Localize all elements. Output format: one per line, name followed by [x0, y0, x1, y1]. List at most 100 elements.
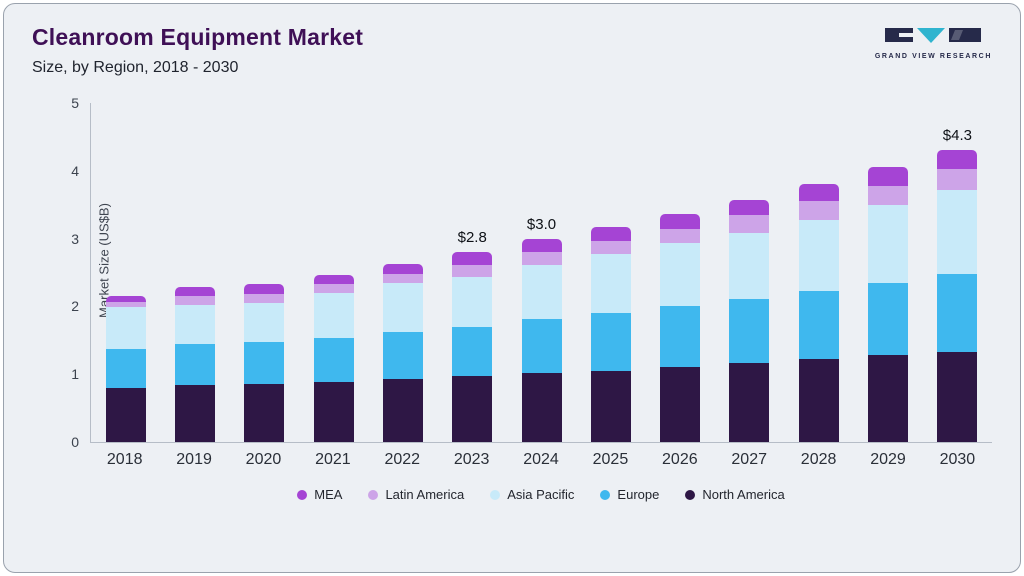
- segment-latin-america: [729, 214, 770, 233]
- legend-swatch: [368, 489, 379, 500]
- segment-latin-america: [590, 240, 631, 255]
- segment-latin-america: [313, 284, 354, 293]
- bar-2025: [576, 103, 645, 442]
- bar-2018: [91, 103, 160, 442]
- segment-asia-pacific: [452, 277, 493, 327]
- bar-2023: $2.8: [438, 103, 507, 442]
- segment-north-america: [590, 370, 631, 442]
- segment-europe: [521, 319, 562, 373]
- y-tick-label: 2: [71, 298, 79, 315]
- y-tick-label: 0: [71, 434, 79, 450]
- x-tick-label: 2023: [453, 451, 490, 468]
- bar-2030: $4.3: [923, 103, 992, 442]
- x-tick-label: 2024: [523, 451, 559, 468]
- bar-value-label: $3.0: [526, 215, 557, 233]
- segment-europe: [660, 305, 701, 368]
- x-tick-label: 2022: [384, 451, 421, 468]
- segment-latin-america: [937, 169, 978, 190]
- segment-europe: [729, 298, 770, 364]
- header: Cleanroom Equipment Market Size, by Regi…: [32, 24, 992, 77]
- segment-asia-pacific: [937, 189, 978, 274]
- segment-mea: [382, 264, 423, 274]
- bar-stack: [729, 199, 770, 442]
- legend-swatch: [685, 489, 696, 500]
- bar-2028: [784, 103, 853, 442]
- page-title: Cleanroom Equipment Market: [32, 24, 364, 50]
- segment-asia-pacific: [105, 307, 146, 350]
- segment-mea: [729, 199, 770, 215]
- x-tick-label: 2018: [106, 451, 143, 468]
- segment-europe: [937, 273, 978, 352]
- bar-2020: [230, 103, 299, 442]
- x-tick-label: 2021: [315, 451, 351, 468]
- segment-asia-pacific: [798, 220, 839, 292]
- y-tick-label: 1: [71, 366, 79, 383]
- segment-north-america: [105, 387, 146, 442]
- legend-swatch: [600, 489, 611, 500]
- segment-asia-pacific: [174, 305, 215, 345]
- bar-2021: [299, 103, 368, 442]
- bar-stack: [868, 167, 909, 442]
- segment-north-america: [798, 359, 839, 442]
- segment-asia-pacific: [521, 265, 562, 320]
- x-tick-label: 2028: [800, 451, 837, 468]
- page-subtitle: Size, by Region, 2018 - 2030: [32, 59, 239, 76]
- segment-latin-america: [174, 296, 215, 306]
- bar-stack: [452, 252, 493, 442]
- segment-north-america: [729, 363, 770, 442]
- x-tick-label: 2030: [939, 451, 976, 468]
- segment-north-america: [660, 367, 701, 442]
- legend-label: Latin America: [385, 487, 465, 502]
- bar-2019: [160, 103, 229, 442]
- legend: MEA Latin America Asia Pacific Europe North …: [90, 487, 992, 502]
- y-tick-label: 3: [71, 230, 79, 247]
- segment-asia-pacific: [313, 292, 354, 338]
- bar-stack: [382, 264, 423, 442]
- y-tick-label: 4: [71, 162, 79, 179]
- segment-asia-pacific: [729, 232, 770, 299]
- segment-europe: [105, 349, 146, 388]
- segment-north-america: [382, 378, 423, 442]
- x-tick-label: 2019: [176, 451, 212, 468]
- segment-latin-america: [244, 293, 285, 303]
- segment-mea: [105, 296, 146, 302]
- x-tick-label: 2026: [662, 451, 698, 468]
- logo-text: GRAND VIEW RESEARCH: [874, 53, 992, 60]
- segment-latin-america: [521, 252, 562, 266]
- legend-label: North America: [702, 487, 785, 502]
- x-tick-label: 2027: [731, 451, 767, 468]
- segment-asia-pacific: [660, 243, 701, 306]
- segment-europe: [313, 337, 354, 383]
- segment-asia-pacific: [590, 254, 631, 314]
- bar-2022: [368, 103, 437, 442]
- segment-latin-america: [868, 185, 909, 206]
- bar-2026: [646, 103, 715, 442]
- segment-north-america: [244, 384, 285, 442]
- segment-mea: [313, 274, 354, 285]
- segment-mea: [174, 287, 215, 297]
- bar-stack: [590, 227, 631, 442]
- legend-item-latin-america: Latin America: [368, 487, 464, 502]
- titles: Cleanroom Equipment Market Size, by Regi…: [32, 24, 363, 77]
- bar-stack: [313, 274, 354, 442]
- bar-stack: [174, 287, 215, 442]
- segment-latin-america: [452, 265, 493, 278]
- bar-value-label: $4.3: [942, 127, 972, 145]
- legend-swatch: [490, 489, 501, 500]
- segment-asia-pacific: [382, 283, 423, 333]
- plot-area: 0 1 2 3 4 5 $2.8 $3.0 $4.3: [71, 95, 992, 450]
- segment-latin-america: [660, 229, 701, 244]
- segment-europe: [382, 332, 423, 379]
- bar-stack: [244, 284, 285, 442]
- x-axis: 2018 2019 2020 2021 2022 2023 2024 2025 2026 2027…: [90, 451, 992, 469]
- segment-asia-pacific: [868, 205, 909, 283]
- segment-north-america: [452, 376, 493, 442]
- segment-mea: [521, 238, 562, 253]
- bar-stack: [105, 296, 146, 442]
- bar-stack: [660, 214, 701, 442]
- grand-view-research-logo: GRAND VIEW RESEARCH: [875, 26, 992, 60]
- bar-stack: [798, 184, 839, 442]
- legend-item-north-america: North America: [685, 487, 785, 502]
- segment-north-america: [521, 372, 562, 442]
